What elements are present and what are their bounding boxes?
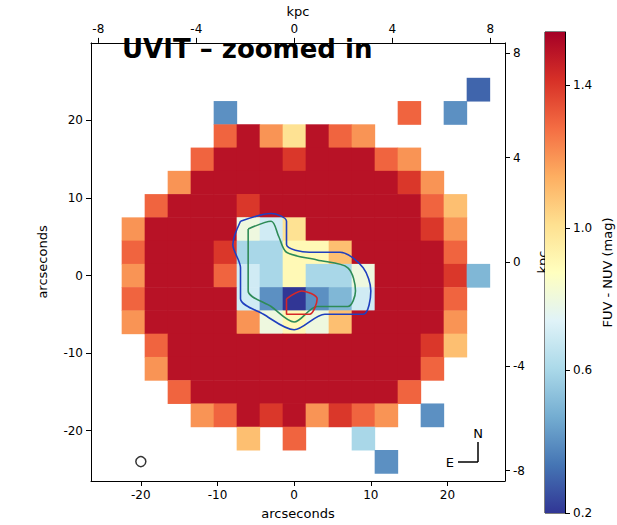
- svg-text:FUV - NUV (mag): FUV - NUV (mag): [600, 217, 615, 327]
- svg-text:-8: -8: [513, 464, 525, 478]
- svg-text:10: 10: [363, 488, 378, 502]
- svg-text:-10: -10: [63, 346, 83, 360]
- svg-text:kpc: kpc: [287, 4, 310, 19]
- svg-text:20: 20: [440, 488, 455, 502]
- svg-text:0.6: 0.6: [573, 363, 592, 377]
- svg-text:0: 0: [290, 21, 299, 36]
- svg-text:-4: -4: [513, 359, 525, 373]
- svg-text:8: 8: [513, 46, 521, 60]
- svg-text:0: 0: [75, 269, 83, 283]
- svg-text:-8: -8: [92, 22, 104, 36]
- svg-text:-4: -4: [190, 21, 203, 36]
- svg-text:arcseconds: arcseconds: [261, 506, 335, 521]
- svg-text:1.0: 1.0: [573, 221, 592, 235]
- svg-text:4: 4: [513, 151, 521, 165]
- svg-text:kpc: kpc: [534, 250, 550, 274]
- svg-text:-10: -10: [208, 488, 228, 502]
- svg-text:N: N: [473, 426, 483, 441]
- svg-text:8: 8: [486, 22, 494, 36]
- svg-text:-20: -20: [63, 424, 83, 438]
- svg-text:4: 4: [388, 22, 396, 36]
- svg-text:1.4: 1.4: [573, 78, 592, 92]
- svg-text:10: 10: [68, 191, 83, 205]
- svg-text:0: 0: [513, 255, 521, 269]
- svg-text:-20: -20: [131, 488, 151, 502]
- svg-text:0.2: 0.2: [573, 506, 592, 520]
- svg-text:0: 0: [290, 488, 298, 502]
- svg-text:UVIT – zoomed in: UVIT – zoomed in: [122, 34, 372, 64]
- svg-text:E: E: [446, 455, 454, 470]
- svg-text:arcseconds: arcseconds: [35, 225, 50, 299]
- svg-text:20: 20: [68, 113, 83, 127]
